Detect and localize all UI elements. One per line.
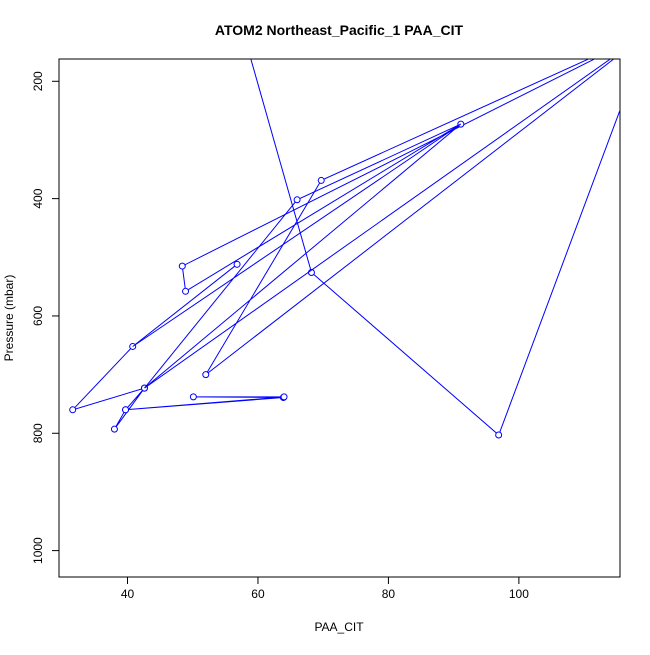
data-point xyxy=(178,262,186,270)
y-tick-label: 600 xyxy=(31,306,45,326)
data-point xyxy=(280,393,288,401)
y-tick-label: 800 xyxy=(31,423,45,443)
data-point xyxy=(69,406,77,414)
data-point xyxy=(233,260,241,268)
y-tick-label: 1000 xyxy=(31,537,45,564)
data-point xyxy=(495,431,503,439)
chart-title: ATOM2 Northeast_Pacific_1 PAA_CIT xyxy=(215,22,464,38)
data-point xyxy=(122,406,130,414)
x-tick-label: 60 xyxy=(251,587,265,601)
y-axis: 200 400 600 800 1000 xyxy=(31,71,59,564)
y-tick-label: 200 xyxy=(31,71,45,91)
data-point xyxy=(110,425,118,433)
y-tick-label: 400 xyxy=(31,188,45,208)
x-tick-label: 100 xyxy=(509,587,529,601)
series-layer xyxy=(69,59,620,439)
data-point xyxy=(189,393,197,401)
x-axis: 40 60 80 100 xyxy=(121,577,529,601)
x-tick-label: 80 xyxy=(382,587,396,601)
x-tick-label: 40 xyxy=(121,587,135,601)
data-point xyxy=(317,176,325,184)
data-point xyxy=(293,196,301,204)
data-point xyxy=(182,287,190,295)
plot-frame xyxy=(58,58,621,578)
data-point xyxy=(202,371,210,379)
x-axis-label: PAA_CIT xyxy=(314,620,364,634)
series-line xyxy=(132,59,612,389)
y-axis-label: Pressure (mbar) xyxy=(2,275,16,362)
series-line xyxy=(71,59,620,436)
